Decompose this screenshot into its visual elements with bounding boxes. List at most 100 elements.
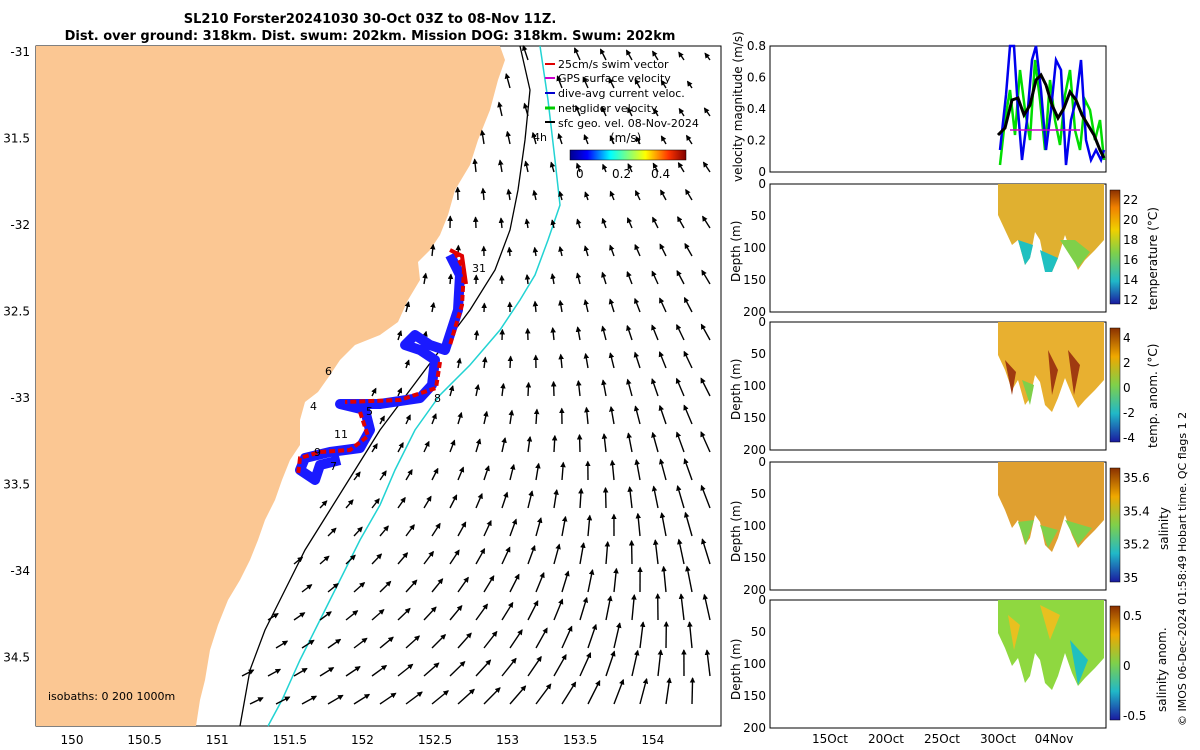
- glider-track: [295, 248, 468, 485]
- lon-tick-4: 152: [351, 733, 374, 747]
- time-tick-1: 20Oct: [868, 732, 904, 746]
- velocity-arrow: [558, 299, 564, 313]
- temp_anom-cbar-tick-3: -2: [1123, 406, 1135, 420]
- legend: 25cm/s swim vector GPS surface velocity …: [545, 58, 699, 130]
- velocity-arrow: [404, 301, 411, 313]
- legend-label-4: sfc geo. vel. 08-Nov-2024: [558, 117, 699, 130]
- velocity-arrow: [675, 431, 685, 453]
- velocity-arrow: [678, 51, 685, 61]
- depth-tick-1-0: 0: [758, 315, 766, 329]
- velocity-arrow: [456, 357, 462, 369]
- velocity-arrow: [558, 190, 564, 201]
- depth-tick-3-0: 0: [758, 593, 766, 607]
- velocity-arrow: [627, 107, 633, 117]
- velocity-arrow: [473, 329, 480, 341]
- velocity-arrow: [457, 632, 472, 649]
- depth-tick-3-4: 200: [743, 721, 766, 735]
- velocity-arrow: [327, 527, 337, 537]
- salinity-colorbar: [1109, 467, 1121, 583]
- velocity-arrow: [523, 102, 529, 117]
- temperature-cbar-label: temperature (°C): [1146, 207, 1160, 310]
- depth-tick-1-1: 50: [751, 347, 766, 361]
- velocity-arrow: [275, 696, 291, 705]
- velocity-arrow: [249, 697, 264, 705]
- depth-tick-1-2: 100: [743, 379, 766, 393]
- temp-anom-colorbar: [1109, 327, 1121, 443]
- velocity-arrow: [652, 539, 659, 565]
- time-tick-0: 15Oct: [812, 732, 848, 746]
- velocity-arrow: [601, 105, 607, 117]
- velocity-arrow: [506, 246, 513, 257]
- velocity-arrow: [702, 593, 711, 621]
- velocity-black: [996, 72, 1106, 159]
- isobath-200: [239, 45, 531, 727]
- velocity-arrow: [431, 467, 439, 481]
- velocity-arrow: [509, 518, 518, 537]
- velocity-arrow: [635, 512, 642, 537]
- velocity-arrow: [405, 635, 421, 649]
- velocity-arrow: [457, 576, 469, 593]
- temperature-cbar-tick-2: 18: [1123, 233, 1138, 247]
- velocity-arrow: [613, 622, 622, 649]
- velocity-arrow: [532, 246, 539, 257]
- velocity-arrow: [535, 683, 552, 705]
- velocity-arrow: [457, 411, 463, 425]
- velocity-arrow: [507, 355, 514, 369]
- track-label-6: 4: [310, 400, 317, 413]
- chart-title-line2: Dist. over ground: 318km. Dist. swum: 20…: [64, 29, 676, 44]
- velocity-arrow: [293, 612, 306, 621]
- velocity-arrow: [676, 323, 685, 341]
- temperature-colorbar: [1109, 189, 1121, 305]
- velocity-arrow: [448, 385, 455, 397]
- velocity-arrow: [449, 661, 466, 677]
- velocity-arrow: [549, 161, 556, 173]
- velocity-arrow: [527, 544, 536, 565]
- velocity-arrow: [396, 330, 403, 341]
- velocity-arrow: [353, 693, 371, 705]
- velocity-arrow: [702, 215, 711, 229]
- lon-tick-5: 152.5: [418, 733, 452, 747]
- velocity-arrow: [508, 409, 515, 425]
- velocity-arrow: [677, 538, 685, 565]
- temperature-cbar-tick-3: 16: [1123, 253, 1138, 267]
- depth-tick-2-2: 100: [743, 519, 766, 533]
- velocity-arrow: [371, 609, 385, 621]
- velocity-arrow: [676, 270, 685, 285]
- temp_anom-cbar-tick-0: 4: [1123, 331, 1131, 345]
- velocity-arrow: [405, 524, 415, 537]
- velocity-arrow: [586, 514, 593, 537]
- velocity-arrow: [293, 667, 308, 677]
- velocity-arrow: [560, 461, 566, 481]
- lat-tick-6: -34: [10, 564, 30, 578]
- velocity-arrow: [700, 484, 711, 509]
- velocity-arrow: [509, 685, 527, 705]
- velocity-arrow: [353, 637, 368, 649]
- velocity-arrow: [498, 217, 505, 229]
- velocity-arrow: [430, 301, 436, 313]
- velocity-arrow: [429, 243, 436, 257]
- velocity-arrow: [423, 662, 440, 677]
- temp-anom-ylabel: Depth (m): [729, 359, 743, 420]
- velocity-arrow: [449, 439, 456, 453]
- velocity-arrow: [449, 549, 460, 565]
- lon-tick-6: 153: [496, 733, 519, 747]
- velocity-arrow: [608, 298, 615, 313]
- velocity-arrow: [634, 243, 641, 257]
- velocity-arrow: [651, 324, 659, 341]
- velocity-arrow: [396, 387, 403, 397]
- velocity-arrow: [397, 663, 414, 677]
- velocity-arrow: [501, 601, 514, 621]
- velocity-arrow: [633, 405, 641, 425]
- velocity-arrow: [353, 581, 366, 593]
- velocity-arrow: [650, 378, 659, 397]
- track-label-3: 11: [334, 428, 348, 441]
- velocity-arrow: [397, 552, 409, 565]
- velocity-arrow: [575, 104, 581, 117]
- velocity-arrow: [379, 415, 385, 425]
- velocity-arrow: [634, 78, 641, 89]
- velocity-arrow: [423, 550, 434, 565]
- velocity-arrow: [556, 75, 563, 89]
- velocity-arrow: [635, 135, 641, 145]
- cbar-tick-0: 0: [576, 167, 584, 181]
- velocity-arrow: [587, 569, 595, 593]
